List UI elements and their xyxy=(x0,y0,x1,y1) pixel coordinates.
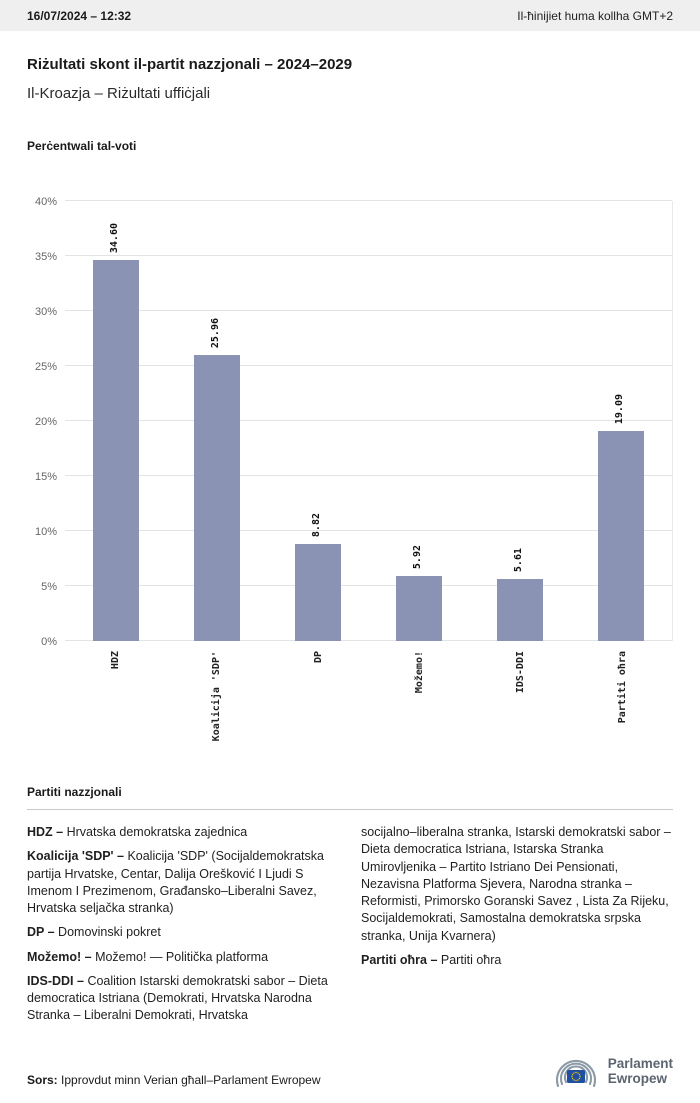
x-label-slot: Možemo! xyxy=(369,651,470,769)
eu-flag-icon xyxy=(566,1070,585,1083)
logo-line-1: Parlament xyxy=(607,1055,673,1071)
y-tick-label: 15% xyxy=(34,471,57,483)
page-subtitle: Il-Kroazja – Riżultati uffiċjali xyxy=(27,85,211,102)
legend-entry-label: Možemo! – xyxy=(27,949,96,964)
eu-hemicycle-logo-icon xyxy=(555,1059,596,1088)
gridline xyxy=(65,310,672,311)
gridline xyxy=(65,200,672,201)
footer: Sors: Ipprovdut minn Verian għall–Parlam… xyxy=(27,1053,673,1089)
legend-entry-label: HDZ – xyxy=(27,825,67,839)
x-label-slot: HDZ xyxy=(65,651,166,769)
header-bar: 16/07/2024 – 12:32 Il-ħinijiet huma koll… xyxy=(0,0,700,31)
bar-1[interactable]: 34.60 xyxy=(92,223,139,641)
legend-entry: HDZ – Hrvatska demokratska zajednica xyxy=(27,825,248,839)
chart-title: Perċentwali tal-voti xyxy=(27,139,137,153)
bar-3[interactable]: 8.82 xyxy=(294,513,341,641)
legend-divider xyxy=(27,809,673,810)
bar-value-label: 25.96 xyxy=(209,318,221,349)
report-datetime: 16/07/2024 – 12:32 xyxy=(27,8,132,23)
logo-wordmark: Parlament Ewropew xyxy=(608,1056,673,1086)
legend-column-right: socijalno–liberalna stranka, Istarski de… xyxy=(361,824,673,1032)
bar-5[interactable]: 5.61 xyxy=(497,548,544,641)
legend-entry: Možemo! – Možemo! — Politička platforma xyxy=(27,949,269,964)
legend-entry-label: Koalicija 'SDP' – xyxy=(27,849,128,864)
x-label-slot: DP xyxy=(268,651,369,769)
legend-entry-label: IDS-DDI – xyxy=(27,973,88,988)
bar-slot: 8.82 xyxy=(267,201,368,641)
gridline xyxy=(65,255,672,256)
bar-value-label: 8.82 xyxy=(310,512,322,537)
x-tick-label: Partiti oħra xyxy=(616,651,628,724)
y-tick-label: 20% xyxy=(34,416,57,428)
y-tick-label: 35% xyxy=(34,251,57,263)
gridline xyxy=(65,530,672,531)
legend-entry: DP – Domovinski pokret xyxy=(27,925,161,940)
bar-slot: 5.61 xyxy=(470,201,571,641)
x-label-slot: Koalicija 'SDP' xyxy=(166,651,267,769)
bar-value-label: 5.92 xyxy=(412,544,424,569)
x-label-slot: Partiti oħra xyxy=(572,651,673,769)
y-tick-label: 40% xyxy=(34,196,57,208)
parlament-ewropew-logo[interactable]: Parlament Ewropew xyxy=(552,1053,673,1089)
gridline xyxy=(65,420,672,421)
plot-area: 34.60 25.96 8.82 5.92 5.61 19.09 xyxy=(65,200,673,641)
source-note: Sors: Ipprovdut minn Verian għall–Parlam… xyxy=(27,1073,321,1089)
bar-value-label: 34.60 xyxy=(108,223,120,254)
y-tick-label: 0% xyxy=(41,636,57,648)
bar-value-label: 19.09 xyxy=(614,393,626,425)
bar-4[interactable]: 5.92 xyxy=(396,545,443,641)
x-tick-label: Možemo! xyxy=(414,651,426,694)
bars-layer: 34.60 25.96 8.82 5.92 5.61 19.09 xyxy=(65,201,672,641)
bar-slot: 25.96 xyxy=(166,201,267,641)
bar-6[interactable]: 19.09 xyxy=(598,394,645,641)
y-tick-label: 30% xyxy=(34,306,57,318)
page-title: Riżultati skont il-partit nazzjonali – 2… xyxy=(27,56,353,73)
source-text: Ipprovdut minn Verian għall–Parlament Ew… xyxy=(61,1073,321,1087)
legend-heading: Partiti nazzjonali xyxy=(27,785,122,799)
x-tick-label: HDZ xyxy=(110,651,122,670)
gridline xyxy=(65,475,672,476)
legend-entry: Koalicija 'SDP' – Koalicija 'SDP' (Socij… xyxy=(27,849,324,915)
legend-entry: socijalno–liberalna stranka, Istarski de… xyxy=(361,825,671,943)
x-axis-labels: HDZ Koalicija 'SDP' DP Možemo! IDS-DDI Partit… xyxy=(65,651,673,769)
x-tick-label: DP xyxy=(312,651,324,664)
gridline xyxy=(65,640,672,641)
gridline xyxy=(65,365,672,366)
legend-entry-label: DP – xyxy=(27,925,59,940)
bar-slot: 19.09 xyxy=(571,201,672,641)
x-tick-label: Koalicija 'SDP' xyxy=(211,651,223,742)
bar-chart: 0% 5% 10% 15% 20% 25% 30% 35% 40% 34.60 25.96 8.82… xyxy=(27,196,673,769)
y-tick-label: 25% xyxy=(34,361,57,373)
legend-column-left: HDZ – Hrvatska demokratska zajednica Koal… xyxy=(27,824,339,1032)
legend-entry: Partiti oħra – Partiti oħra xyxy=(361,952,502,967)
timezone-note: Il-ħinijiet huma kollha GMT+2 xyxy=(517,8,673,23)
y-axis: 0% 5% 10% 15% 20% 25% 30% 35% 40% xyxy=(27,196,65,648)
legend-entry-label: Partiti oħra – xyxy=(361,952,441,967)
party-legend: HDZ – Hrvatska demokratska zajednica Koal… xyxy=(27,824,673,1032)
bar-2[interactable]: 25.96 xyxy=(193,318,240,641)
y-tick-label: 5% xyxy=(41,581,57,593)
bar-slot: 34.60 xyxy=(65,201,166,641)
x-label-slot: IDS-DDI xyxy=(470,651,571,769)
x-tick-label: IDS-DDI xyxy=(515,651,527,694)
source-label: Sors: xyxy=(27,1073,58,1087)
y-tick-label: 10% xyxy=(34,526,57,538)
gridline xyxy=(65,585,672,586)
bar-slot: 5.92 xyxy=(369,201,470,641)
legend-entry: IDS-DDI – Coalition Istarski demokratski… xyxy=(27,973,328,1023)
logo-line-2: Ewropew xyxy=(607,1071,667,1086)
bar-value-label: 5.61 xyxy=(513,548,525,573)
